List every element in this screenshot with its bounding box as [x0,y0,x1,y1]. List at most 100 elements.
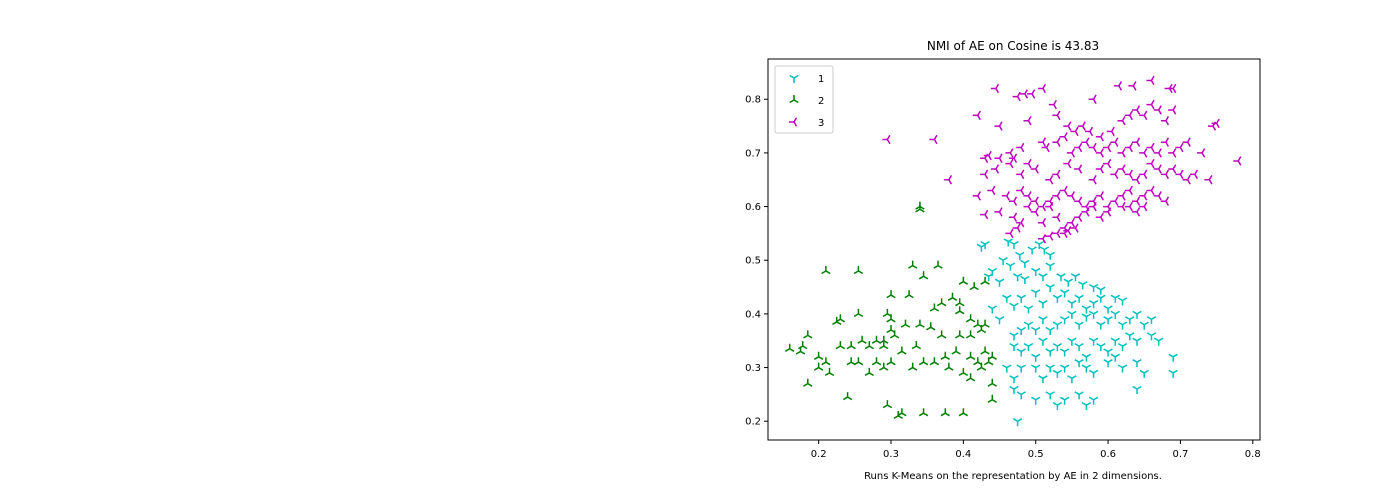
data-point-series-1 [1088,310,1099,319]
data-point-series-3 [1168,83,1177,94]
data-point-series-3 [1012,91,1021,102]
data-point-series-1 [1132,310,1142,319]
data-point-series-3 [1110,196,1119,206]
data-point-series-3 [990,164,1000,174]
data-point-series-1 [1070,273,1081,282]
data-point-series-3 [1139,191,1148,201]
data-point-series-3 [1175,142,1184,153]
data-point-series-3 [1016,169,1025,180]
data-point-series-1 [1067,375,1077,384]
data-point-series-2 [846,357,856,366]
data-point-series-2 [897,408,907,417]
data-point-series-1 [1117,321,1128,330]
data-point-series-3 [1070,126,1079,137]
data-point-series-2 [987,378,997,387]
data-point-series-1 [1117,364,1128,373]
data-point-series-3 [1052,212,1061,222]
data-point-series-3 [972,191,981,201]
data-point-series-3 [1023,116,1032,126]
data-point-series-1 [1016,391,1026,400]
data-point-series-3 [994,153,1003,163]
data-point-series-1 [1031,353,1041,362]
data-point-series-1 [1125,332,1135,341]
y-tick-label: 0.2 [745,417,761,428]
data-point-series-2 [918,408,929,417]
data-point-series-3 [1153,164,1162,174]
data-point-series-3 [1153,191,1162,201]
data-point-series-3 [1019,89,1029,99]
data-point-series-2 [958,367,969,377]
data-point-series-3 [1160,137,1170,147]
data-point-series-3 [1037,137,1047,147]
data-point-series-2 [857,335,867,344]
data-point-series-1 [1117,342,1128,352]
data-point-series-3 [1081,137,1090,147]
data-point-series-3 [1023,201,1032,212]
data-point-series-3 [1005,158,1014,169]
plot-frame [767,58,1261,441]
data-point-series-3 [1117,148,1126,158]
data-point-series-2 [803,330,813,339]
data-point-series-3 [1146,185,1155,196]
data-point-series-2 [798,341,808,350]
data-point-series-1 [1168,369,1178,378]
data-point-series-3 [1106,126,1115,137]
x-tick-label: 0.4 [955,449,971,460]
data-point-series-2 [889,330,900,339]
data-point-series-2 [908,260,918,269]
data-point-series-1 [1009,302,1019,311]
data-point-series-3 [1074,196,1083,206]
data-point-series-1 [1052,369,1063,378]
data-point-series-2 [947,292,958,301]
data-point-series-2 [955,306,965,315]
data-point-series-2 [835,341,846,350]
data-point-series-1 [1038,273,1048,282]
data-point-series-3 [1066,217,1076,228]
data-point-series-1 [1009,332,1019,341]
data-point-series-1 [1038,300,1048,309]
data-point-series-1 [1081,305,1092,314]
data-point-series-1 [1168,353,1178,362]
data-point-series-3 [1189,169,1199,180]
data-point-series-1 [1110,353,1120,362]
data-point-series-2 [965,373,976,382]
data-point-series-1 [1005,262,1016,271]
data-point-series-3 [1074,142,1083,153]
data-point-series-3 [1168,105,1177,115]
data-point-series-1 [1038,375,1048,384]
data-point-series-1 [1002,364,1012,373]
data-point-series-1 [1059,396,1070,405]
data-point-series-1 [1078,281,1088,290]
data-point-series-3 [1063,121,1072,131]
data-point-series-1 [1146,316,1157,325]
data-point-series-3 [1146,158,1155,169]
data-point-series-3 [1131,207,1141,217]
data-point-series-1 [1059,364,1070,373]
data-point-series-1 [1016,348,1026,357]
data-point-series-3 [1005,228,1014,239]
data-point-series-1 [994,316,1005,325]
data-point-series-1 [1088,300,1099,309]
data-point-series-3 [1103,207,1112,217]
data-point-series-1 [1009,342,1019,352]
data-point-series-1 [1020,275,1030,285]
data-point-series-3 [1233,156,1242,166]
data-point-series-3 [1045,175,1054,185]
data-point-series-1 [1132,359,1142,368]
data-point-series-3 [1088,142,1097,153]
data-point-series-3 [1095,164,1104,174]
data-point-series-1 [1020,259,1030,268]
data-point-series-3 [1070,223,1079,233]
data-point-series-1 [1012,418,1023,427]
x-axis-label: Runs K-Means on the representation by AE… [864,471,1162,482]
data-point-series-3 [1095,191,1104,201]
data-point-series-1 [1031,289,1041,298]
data-point-series-2 [936,298,947,307]
data-point-series-1 [1052,342,1063,352]
data-point-series-3 [1041,142,1050,153]
data-point-series-1 [1059,348,1070,357]
data-point-series-3 [1160,116,1170,126]
data-point-series-2 [944,362,954,371]
data-point-series-1 [1096,286,1106,295]
